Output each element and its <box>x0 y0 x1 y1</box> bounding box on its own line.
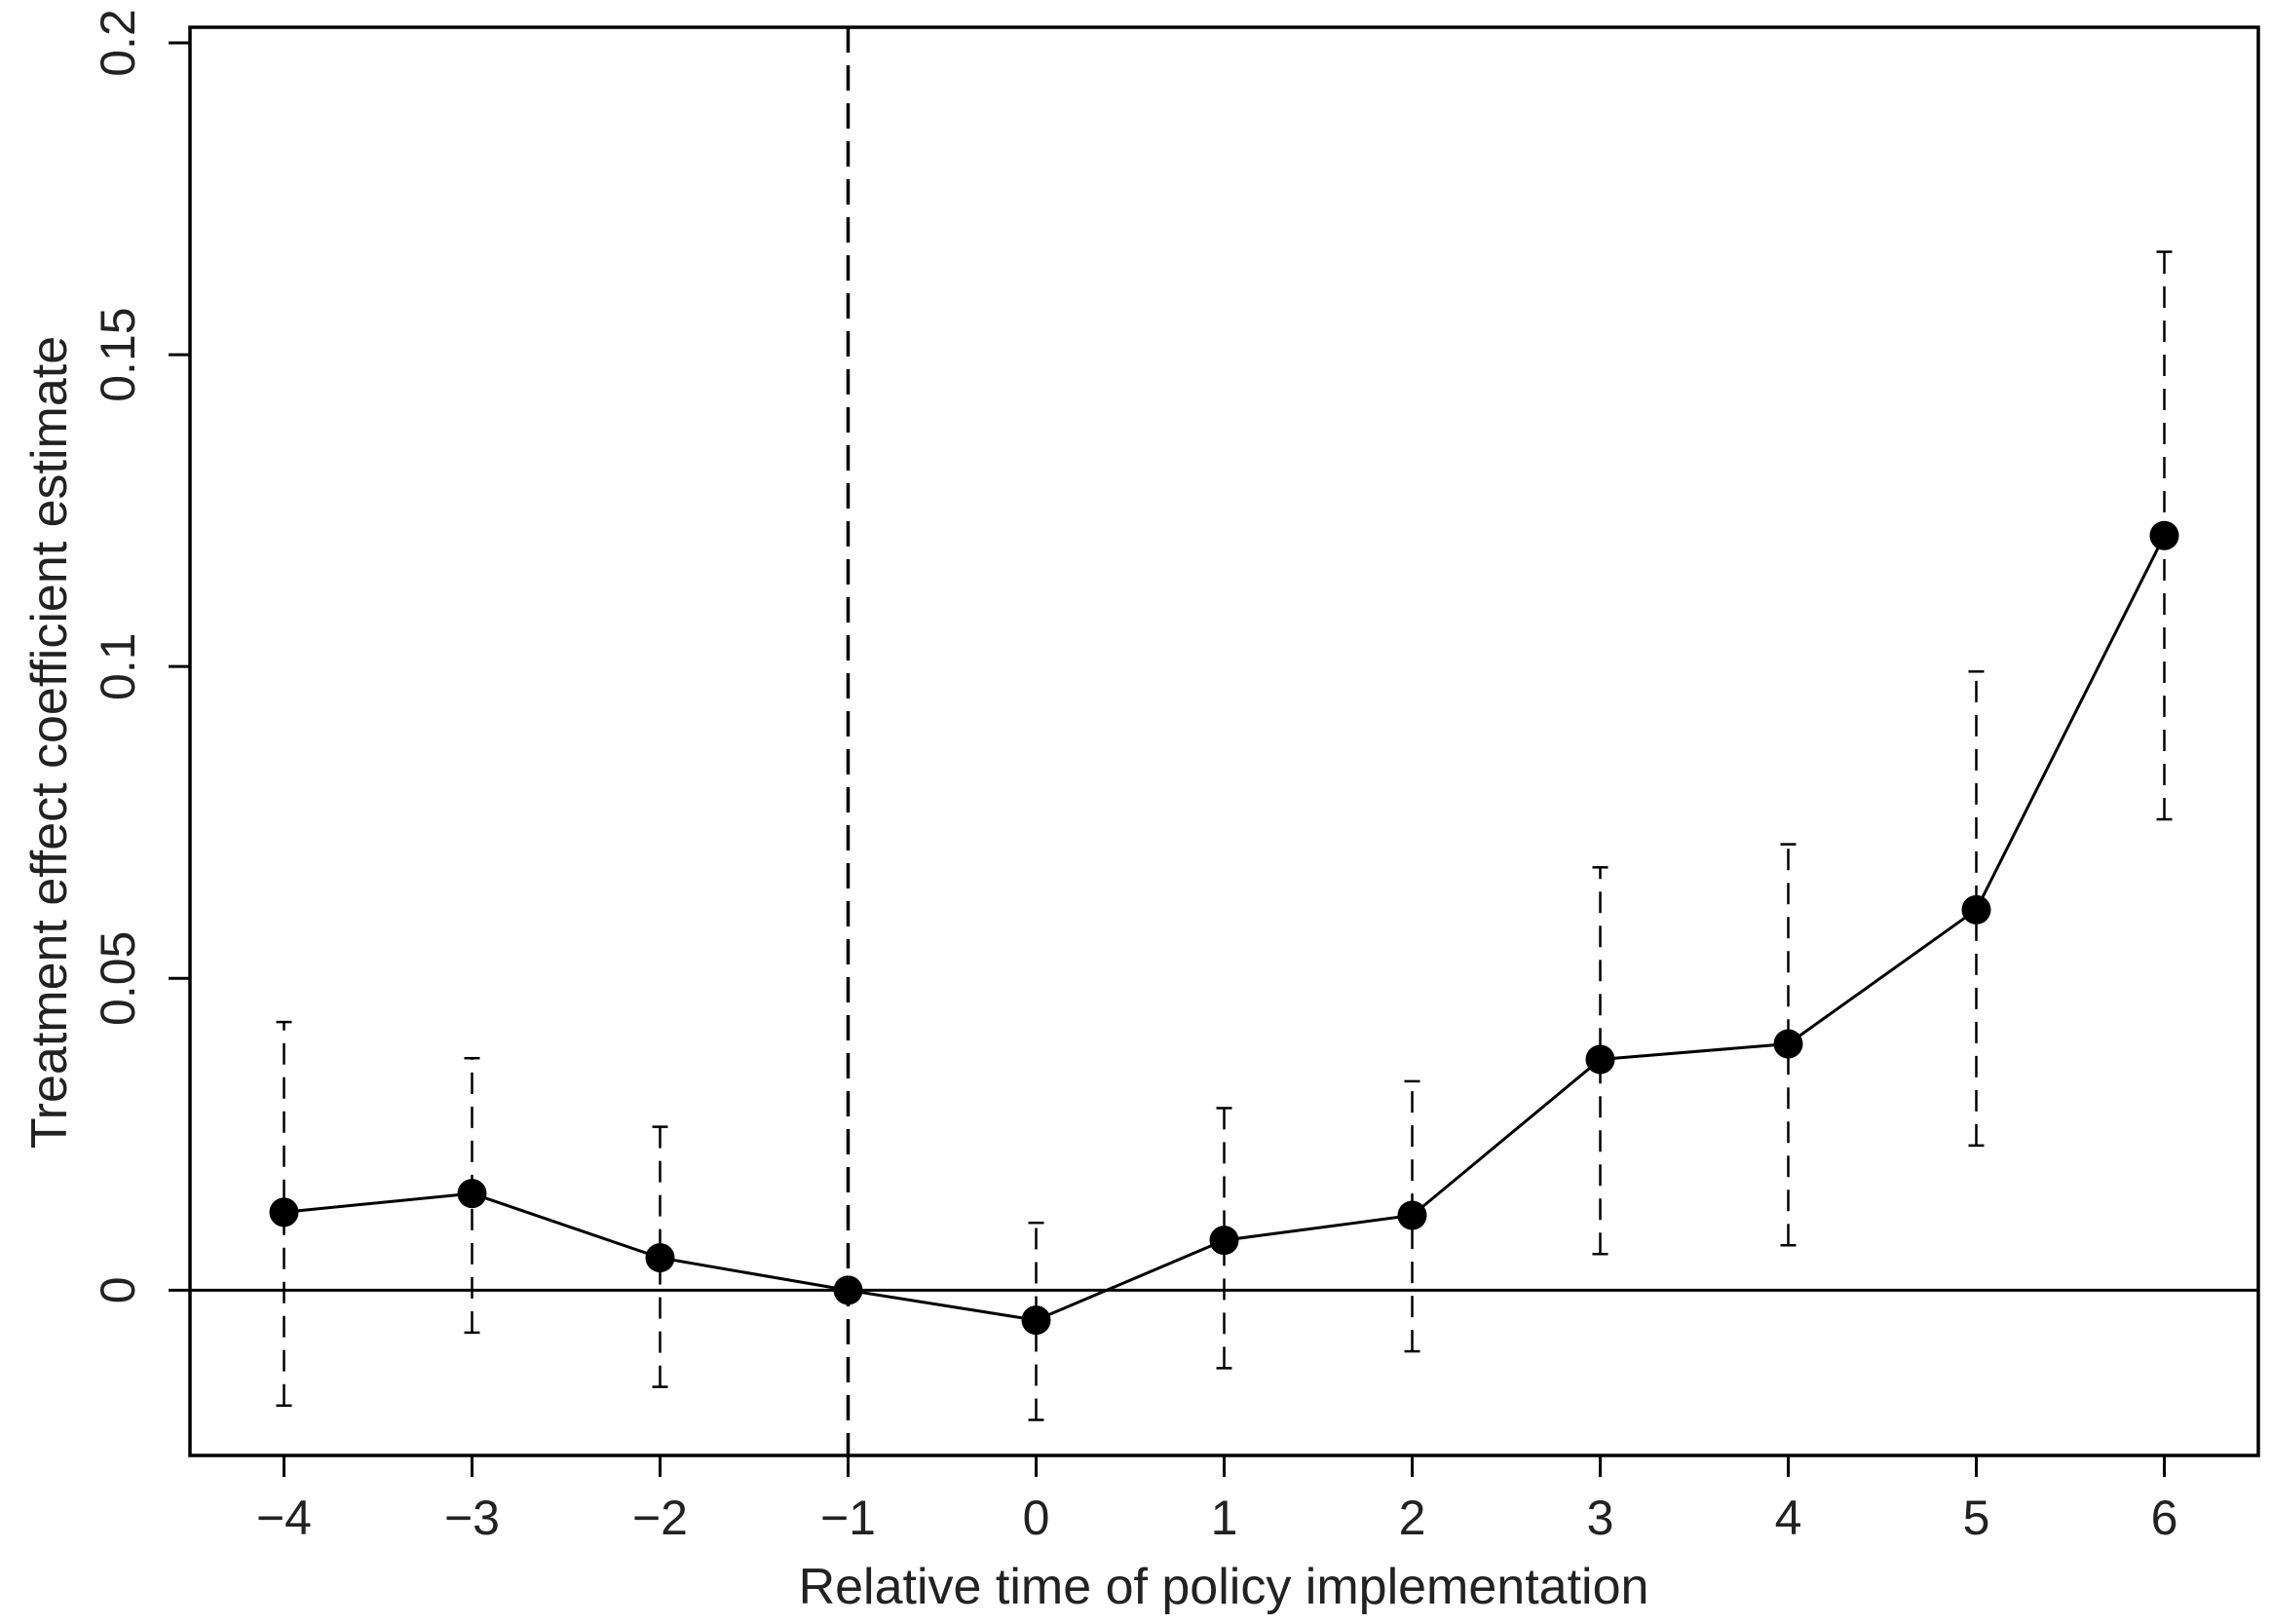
data-point <box>1585 1044 1615 1075</box>
y-tick-label: 0.05 <box>91 931 145 1026</box>
x-tick-label: 3 <box>1587 1491 1614 1545</box>
x-axis-title: Relative time of policy implementation <box>799 1559 1649 1615</box>
x-tick-label: −2 <box>632 1491 688 1545</box>
data-point <box>1021 1305 1051 1336</box>
x-tick-label: 6 <box>2151 1491 2178 1545</box>
data-point <box>833 1275 863 1305</box>
x-tick-label: 1 <box>1211 1491 1238 1545</box>
x-tick-label: 5 <box>1963 1491 1990 1545</box>
data-point <box>457 1179 487 1209</box>
y-axis: 0 0.05 0.1 0.15 0.2 <box>91 9 190 1303</box>
y-tick-label: 0.15 <box>91 307 145 401</box>
x-tick-label: 2 <box>1399 1491 1426 1545</box>
x-tick-label: 4 <box>1775 1491 1802 1545</box>
data-point <box>269 1197 299 1227</box>
y-tick-label: 0 <box>91 1276 145 1303</box>
x-tick-label: 0 <box>1023 1491 1050 1545</box>
x-tick-label: −4 <box>256 1491 312 1545</box>
y-tick-label: 0.2 <box>91 9 145 77</box>
x-tick-label: −1 <box>820 1491 876 1545</box>
x-axis: −4 −3 −2 −1 0 1 2 3 4 5 6 <box>256 1455 2177 1545</box>
y-tick-label: 0.1 <box>91 632 145 700</box>
data-point <box>1773 1029 1803 1059</box>
confidence-intervals <box>276 250 2173 1421</box>
series <box>269 520 2179 1336</box>
x-tick-label: −3 <box>444 1491 500 1545</box>
data-point <box>1209 1226 1239 1256</box>
data-point <box>645 1243 675 1273</box>
data-point <box>1397 1200 1427 1230</box>
y-axis-title: Treatment effect coefficient estimate <box>21 336 78 1149</box>
data-point <box>1961 894 1991 925</box>
data-point <box>2149 520 2179 550</box>
reference-lines <box>190 27 2258 1455</box>
